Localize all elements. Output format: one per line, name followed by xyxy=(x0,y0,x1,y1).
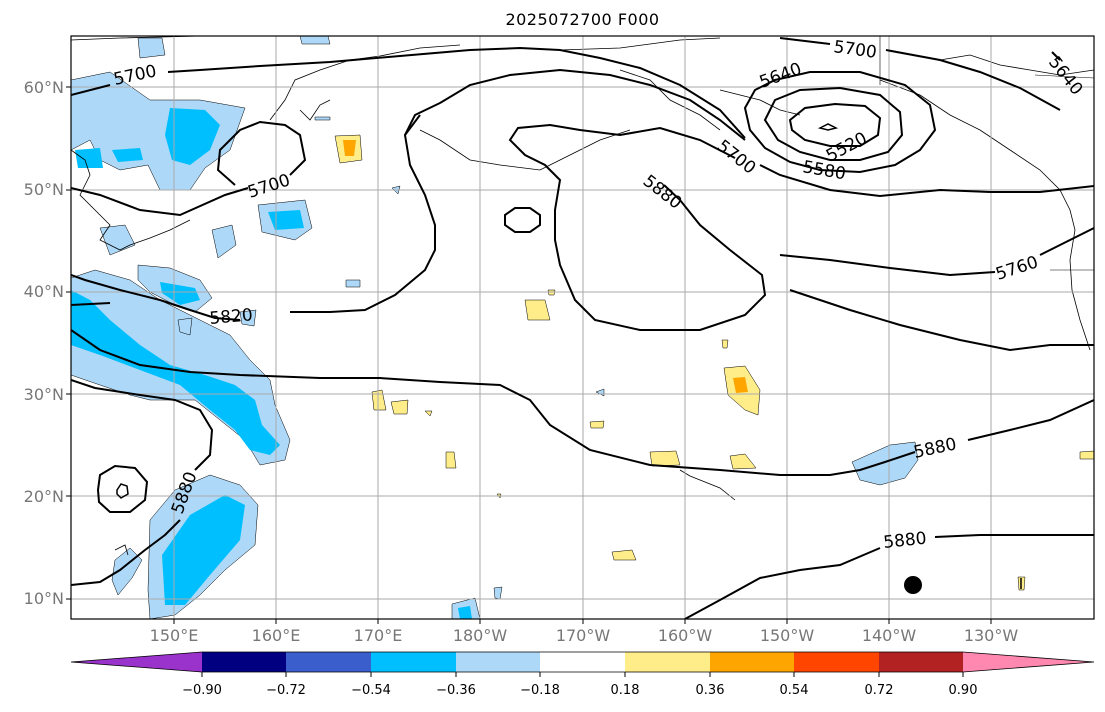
colorbar-tick-label: −0.36 xyxy=(436,683,476,698)
contour-5640-circle xyxy=(743,71,937,174)
lat-label: 30°N xyxy=(23,385,64,404)
contour-label: 5700 xyxy=(112,61,158,90)
colorbar-tick-label: 0.54 xyxy=(779,683,809,698)
colorbar-tick-label: 0.36 xyxy=(695,683,725,698)
lat-label: 60°N xyxy=(23,78,64,97)
contour-5820 xyxy=(71,329,1094,476)
contour-label: 5880 xyxy=(639,171,685,213)
contour-5520-inner xyxy=(817,123,839,131)
coastlines xyxy=(71,36,1094,556)
contour-5820-lower xyxy=(789,289,1094,352)
lat-label: 20°N xyxy=(23,487,64,506)
lon-label: 150°W xyxy=(759,626,815,645)
positive-shading xyxy=(334,134,1094,591)
colorbar-bin xyxy=(710,652,794,672)
colorbar-tick-label: −0.54 xyxy=(351,683,391,698)
contour-5700-low xyxy=(71,120,307,217)
colorbar-bin xyxy=(371,652,456,672)
contour-5700-gulf xyxy=(759,164,1094,198)
colorbar-bin xyxy=(879,652,963,672)
height-contours xyxy=(71,37,1094,619)
contour-label: 5640 xyxy=(757,59,804,93)
contour-5640-right xyxy=(1051,51,1061,61)
lon-label: 160°W xyxy=(657,626,713,645)
lat-label: 50°N xyxy=(23,180,64,199)
contour-pacific-high-west xyxy=(71,302,111,306)
colorbar-bin xyxy=(540,652,625,672)
border-line xyxy=(1034,74,1094,79)
lon-label: 130°W xyxy=(963,626,1019,645)
colorbar-bin xyxy=(456,652,540,672)
axis-ticks xyxy=(66,86,992,624)
contour-label: 5700 xyxy=(245,170,292,202)
contour-inner-low xyxy=(504,207,541,233)
lon-label: 160°E xyxy=(251,626,301,645)
contour-label: 5880 xyxy=(882,529,927,553)
lat-label: 10°N xyxy=(23,589,64,608)
colorbar-tick-label: 0.18 xyxy=(610,683,640,698)
lat-label: 40°N xyxy=(23,282,64,301)
colorbar-bin xyxy=(286,652,371,672)
colorbar-extend-low xyxy=(71,652,202,672)
colorbar-tick-label: 0.90 xyxy=(948,683,978,698)
negative-shading xyxy=(71,36,919,619)
colorbar-bin xyxy=(202,652,286,672)
contour-5880-south xyxy=(684,534,1094,619)
colorbar-bin xyxy=(625,652,710,672)
contour-label: 5700 xyxy=(832,37,878,63)
colorbar xyxy=(70,651,1095,677)
contour-label: 5820 xyxy=(209,305,254,329)
contour-label: 5700 xyxy=(713,136,759,178)
storm-marker xyxy=(904,576,922,594)
colorbar-extend-high xyxy=(963,652,1094,672)
colorbar-bin xyxy=(794,652,879,672)
contour-5520-circle xyxy=(788,102,882,147)
colorbar-tick-label: −0.18 xyxy=(520,683,560,698)
lon-label: 170°E xyxy=(353,626,403,645)
map-content: 5700 5700 5700 5700 5640 5640 5580 5520 … xyxy=(71,36,1094,619)
contour-label: 5880 xyxy=(912,434,958,463)
colorbar-ticks xyxy=(201,672,964,677)
contour-5580-circle xyxy=(763,86,904,161)
colorbar-tick-label: −0.72 xyxy=(266,683,306,698)
contour-5700-top xyxy=(779,37,1061,111)
lon-label: 170°W xyxy=(555,626,611,645)
colorbar-tick-label: −0.90 xyxy=(182,683,222,698)
lon-label: 150°E xyxy=(149,626,199,645)
contour-label: 5760 xyxy=(993,252,1040,284)
colorbar-tick-label: 0.72 xyxy=(864,683,894,698)
contour-5820-south xyxy=(71,379,214,586)
contour-wp-circle xyxy=(96,464,149,513)
contour-5880-loop-inner xyxy=(404,114,421,136)
contour-5700-nw xyxy=(71,46,746,139)
contour-5880-subtrop xyxy=(508,123,767,331)
contour-5760 xyxy=(779,227,1094,277)
gridlines xyxy=(71,36,1094,619)
lon-label: 180°W xyxy=(452,626,508,645)
map-title: 2025072700 F000 xyxy=(505,10,660,29)
contour-wp-inner xyxy=(116,483,129,499)
lon-label: 140°W xyxy=(861,626,917,645)
